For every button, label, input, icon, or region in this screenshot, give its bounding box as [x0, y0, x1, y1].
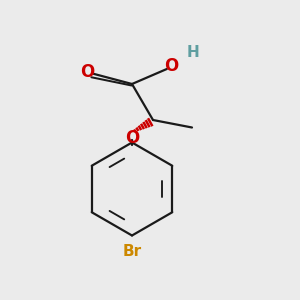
- Text: O: O: [125, 129, 139, 147]
- Text: O: O: [164, 57, 178, 75]
- Text: Br: Br: [122, 244, 142, 260]
- Text: H: H: [187, 45, 200, 60]
- Text: O: O: [80, 63, 94, 81]
